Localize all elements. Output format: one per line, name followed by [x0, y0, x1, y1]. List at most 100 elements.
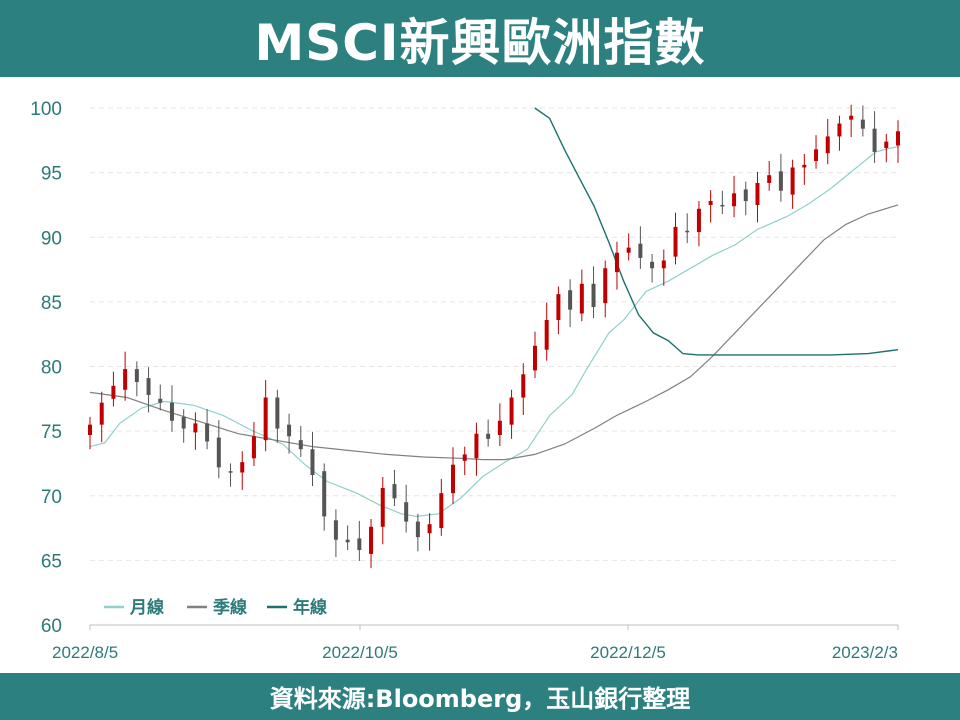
candle [240, 451, 245, 490]
candle [685, 213, 690, 244]
candle-body [708, 201, 713, 205]
candle-body [193, 423, 198, 433]
candle [146, 367, 151, 413]
series-line [89, 146, 899, 518]
candle-body [88, 424, 92, 436]
candle [521, 363, 526, 415]
candle-body [123, 369, 128, 390]
candle [158, 384, 163, 411]
candle [626, 233, 631, 261]
candle [439, 478, 444, 536]
candle [111, 371, 116, 407]
y-tick-label: 65 [41, 551, 62, 572]
candle [345, 525, 350, 551]
candle [556, 286, 561, 335]
candle-body [732, 193, 737, 207]
candle-body [451, 464, 456, 494]
candle [579, 269, 584, 322]
candle [802, 153, 807, 185]
candle-body [579, 283, 584, 314]
candle-body [650, 261, 655, 269]
candle-body [205, 423, 210, 442]
candle-body [322, 471, 327, 517]
candle [837, 115, 842, 151]
candle-body [181, 416, 186, 429]
candle-body [111, 385, 116, 399]
candle-body [216, 437, 221, 468]
candle-body [310, 449, 315, 476]
candle-body [556, 294, 561, 320]
candle-body [240, 462, 245, 473]
candle [860, 105, 865, 137]
candle-body [486, 433, 491, 439]
candle-body [591, 283, 596, 308]
candle [825, 118, 830, 165]
candle [708, 190, 713, 223]
candle-body [532, 345, 537, 371]
candle [614, 241, 619, 290]
candle [497, 403, 502, 446]
candle-body [790, 167, 795, 195]
candle-body [427, 524, 432, 534]
candle-body [158, 398, 163, 403]
candle-body [357, 538, 362, 551]
candle [427, 513, 432, 551]
candle-body [345, 539, 350, 543]
candle-body [369, 526, 374, 554]
candle [743, 181, 748, 216]
candle [509, 389, 514, 439]
candle-body [849, 115, 854, 120]
candle [193, 412, 198, 450]
candle-body [778, 171, 783, 191]
candle-body [638, 243, 643, 258]
x-tick-label: 2022/8/5 [52, 643, 118, 662]
candle [99, 391, 104, 443]
candle-body [673, 226, 678, 257]
candle-body [521, 374, 526, 398]
candle-body [860, 119, 865, 129]
candle-body [814, 149, 819, 161]
y-tick-label: 85 [41, 293, 62, 314]
x-tick-label: 2023/2/3 [832, 643, 898, 662]
candle-body [497, 420, 502, 436]
legend-label: 年線 [293, 597, 327, 618]
candle-body [169, 402, 174, 421]
candle [228, 463, 233, 487]
candle [205, 409, 210, 450]
y-tick-label: 100 [30, 99, 62, 120]
candle [216, 420, 221, 479]
candle [650, 254, 655, 283]
candle [451, 447, 456, 505]
candle-body [614, 252, 619, 273]
candle [603, 260, 608, 318]
candle-body [544, 319, 549, 350]
candle-body [685, 230, 690, 233]
candle [123, 351, 128, 401]
candle-body [251, 436, 256, 459]
candle [169, 385, 174, 432]
candle [333, 509, 338, 558]
candle-body [767, 175, 772, 183]
candle [790, 159, 795, 209]
footer-bar: 資料來源:Bloomberg，玉山銀行整理 [0, 673, 960, 720]
candlestick-chart: 60 65 70 75 80 85 90 95 100 2022/8/5 2022/10/5 2022… [30, 99, 900, 662]
candle [849, 104, 854, 138]
candle-body [146, 378, 151, 395]
candle-body [720, 204, 725, 207]
candle-body [509, 397, 514, 425]
candle [673, 212, 678, 265]
candle [896, 120, 900, 163]
x-tick-label: 2022/10/5 [322, 643, 398, 662]
candle [720, 190, 725, 214]
series-line [534, 107, 899, 356]
candle [322, 463, 327, 531]
candle [404, 484, 409, 533]
candle [134, 361, 139, 397]
candle [251, 422, 256, 467]
chart-title: MSCI新興歐洲指數 [254, 13, 706, 72]
candle [532, 331, 537, 379]
candle-body [802, 164, 807, 168]
candle [544, 302, 549, 361]
y-tick-label: 90 [41, 228, 62, 249]
candle [638, 226, 643, 269]
